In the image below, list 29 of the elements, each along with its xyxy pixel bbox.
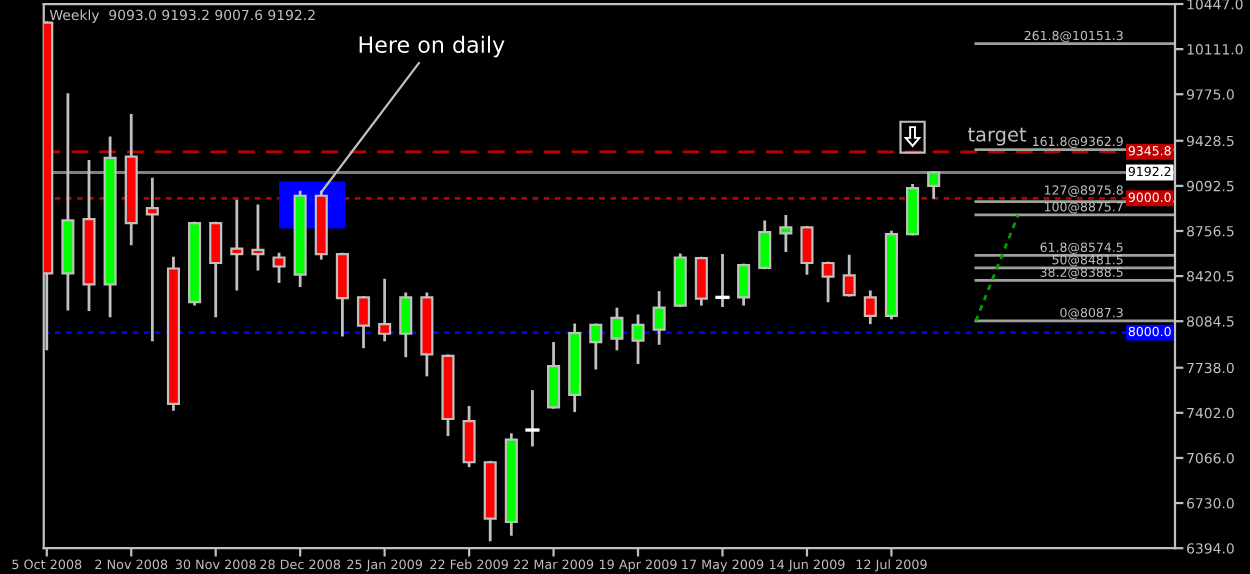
annotation: target <box>967 127 1027 146</box>
candlestick <box>737 263 751 306</box>
candlestick <box>145 177 159 342</box>
annotation: Here on daily <box>359 35 505 58</box>
candlestick <box>652 291 666 345</box>
candlestick <box>547 342 561 409</box>
candlestick <box>589 323 603 370</box>
candlestick <box>251 204 265 271</box>
candlestick <box>209 221 223 318</box>
candlestick <box>821 261 835 303</box>
candlestick <box>399 292 413 358</box>
candlestick <box>230 199 244 291</box>
candlestick <box>715 254 730 307</box>
candlestick <box>842 254 856 297</box>
candlestick <box>525 390 540 447</box>
candlestick <box>800 225 814 275</box>
candlestick <box>927 170 941 199</box>
candlestick <box>779 214 793 253</box>
candlestick <box>863 290 877 325</box>
candlestick <box>378 278 392 342</box>
candlestick <box>335 252 349 337</box>
candlestick <box>610 307 624 351</box>
candlestick <box>631 314 645 365</box>
candlestick <box>694 256 708 306</box>
candlestick <box>462 405 476 468</box>
candlestick <box>272 252 286 283</box>
candlestick <box>356 295 371 349</box>
candlestick <box>758 220 772 270</box>
candlestick <box>906 184 920 236</box>
